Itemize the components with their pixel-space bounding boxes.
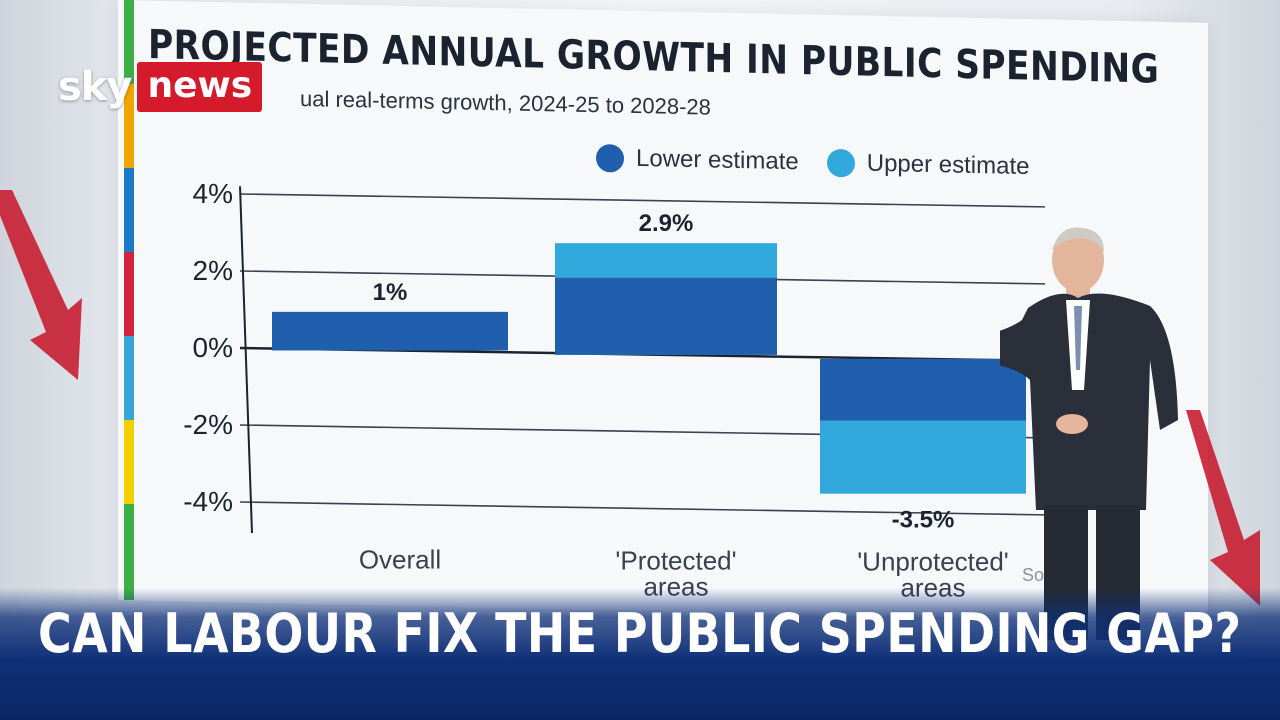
logo-news-text: news — [137, 62, 263, 112]
bar-lower-estimate — [820, 358, 1026, 421]
board-color-strip — [124, 0, 134, 600]
y-tick-label: 4% — [193, 178, 233, 209]
gridline — [239, 193, 1046, 208]
bar-lower-estimate — [555, 277, 777, 355]
category-label: 'Protected' — [615, 546, 736, 576]
y-tick-label: 2% — [193, 255, 233, 286]
lower-third-banner — [0, 588, 1280, 720]
y-tick-label: 0% — [193, 332, 233, 363]
data-label: 1% — [373, 279, 408, 306]
gridline — [239, 501, 1046, 516]
bar-lower-estimate — [272, 311, 508, 351]
data-label: -3.5% — [892, 507, 955, 534]
sky-news-logo: sky news — [58, 62, 263, 112]
y-tick-label: -4% — [183, 486, 233, 517]
red-down-arrow-icon — [0, 190, 82, 380]
headline-caption: CAN LABOUR FIX THE PUBLIC SPENDING GAP? — [38, 602, 1242, 665]
y-axis-line — [239, 186, 253, 534]
presenter-figure — [1000, 227, 1178, 640]
data-label: 2.9% — [639, 210, 694, 237]
logo-sky-text: sky — [58, 64, 132, 110]
category-label: Overall — [359, 545, 441, 575]
y-tick-label: -2% — [183, 409, 233, 440]
category-label: 'Unprotected' — [857, 547, 1009, 577]
red-down-arrow-icon — [1186, 410, 1260, 606]
